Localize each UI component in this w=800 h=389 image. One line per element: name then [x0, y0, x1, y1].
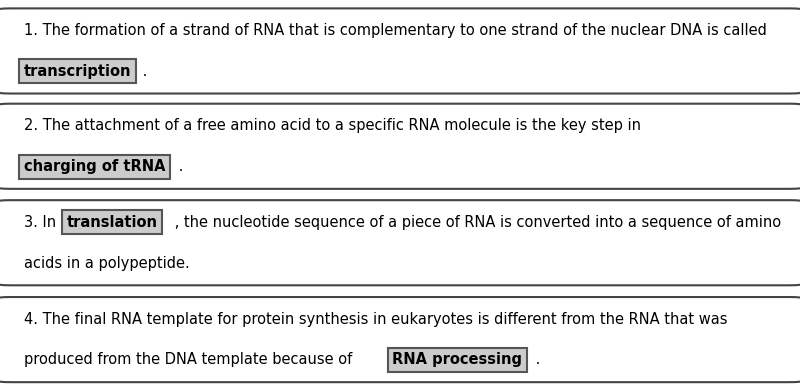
- Text: .: .: [531, 352, 541, 368]
- Text: 4. The final RNA template for protein synthesis in eukaryotes is different from : 4. The final RNA template for protein sy…: [24, 312, 727, 327]
- Text: transcription: transcription: [24, 64, 131, 79]
- FancyBboxPatch shape: [0, 297, 800, 382]
- FancyBboxPatch shape: [0, 104, 800, 189]
- Text: .: .: [174, 159, 183, 174]
- Text: RNA processing: RNA processing: [392, 352, 522, 368]
- Text: translation: translation: [66, 215, 158, 230]
- Text: acids in a polypeptide.: acids in a polypeptide.: [24, 256, 190, 271]
- Text: produced from the DNA template because of: produced from the DNA template because o…: [24, 352, 357, 368]
- FancyBboxPatch shape: [0, 9, 800, 93]
- Text: charging of tRNA: charging of tRNA: [24, 159, 165, 174]
- Text: 2. The attachment of a free amino acid to a specific RNA molecule is the key ste: 2. The attachment of a free amino acid t…: [24, 118, 641, 133]
- FancyBboxPatch shape: [0, 200, 800, 285]
- Text: 1. The formation of a strand of RNA that is complementary to one strand of the n: 1. The formation of a strand of RNA that…: [24, 23, 766, 38]
- Text: .: .: [138, 64, 148, 79]
- Text: , the nucleotide sequence of a piece of RNA is converted into a sequence of amin: , the nucleotide sequence of a piece of …: [170, 215, 781, 230]
- Text: 3. In: 3. In: [24, 215, 61, 230]
